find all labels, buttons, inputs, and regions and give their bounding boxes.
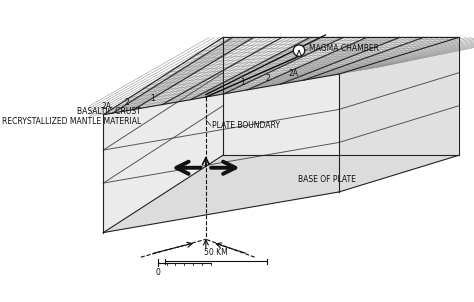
Text: 2: 2 [124, 98, 129, 107]
Text: RECRYSTALLIZED MANTLE MATERIAL: RECRYSTALLIZED MANTLE MATERIAL [1, 117, 141, 126]
Text: 1: 1 [150, 94, 155, 103]
Text: 2A: 2A [289, 69, 299, 78]
Text: MAGMA CHAMBER: MAGMA CHAMBER [309, 44, 379, 53]
Text: 1: 1 [240, 78, 245, 87]
Text: 50 KM: 50 KM [204, 248, 228, 257]
Text: PLATE BOUNDARY: PLATE BOUNDARY [212, 121, 280, 130]
Polygon shape [103, 155, 458, 233]
Polygon shape [339, 37, 458, 192]
Polygon shape [191, 37, 343, 100]
Text: 0: 0 [155, 268, 160, 277]
Circle shape [293, 45, 305, 56]
Polygon shape [247, 37, 400, 90]
Text: 2: 2 [265, 74, 271, 83]
Polygon shape [113, 37, 254, 113]
Text: BASALTIC CRUST: BASALTIC CRUST [77, 107, 141, 116]
Polygon shape [103, 37, 223, 233]
Text: 2A: 2A [101, 102, 111, 111]
Polygon shape [103, 37, 458, 115]
Polygon shape [103, 74, 339, 233]
Text: BASE OF PLATE: BASE OF PLATE [299, 175, 356, 184]
